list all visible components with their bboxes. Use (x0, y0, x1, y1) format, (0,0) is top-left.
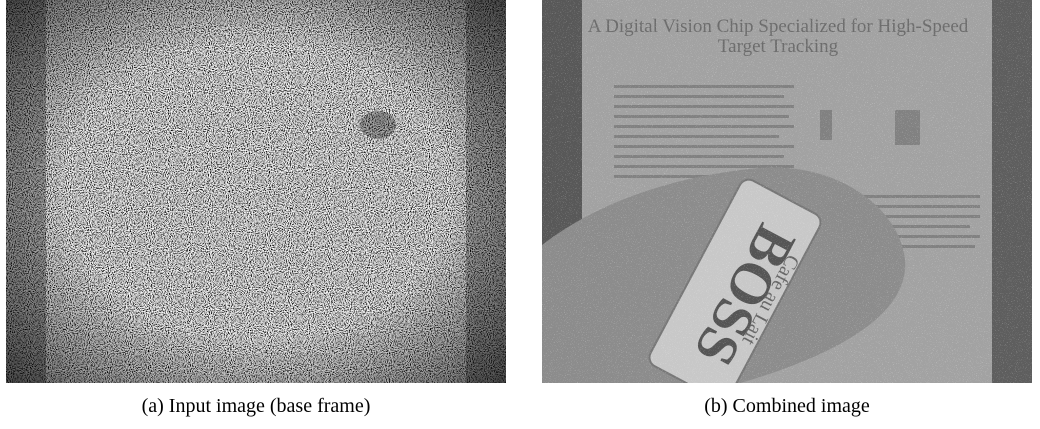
caption: (b) Combined image (704, 395, 870, 417)
input-image (6, 0, 506, 383)
caption: (a) Input image (base frame) (142, 395, 371, 417)
figure: (a) Input image (base frame) A Digital V… (0, 0, 1040, 429)
combined-image: A Digital Vision Chip Specialized for Hi… (542, 0, 1032, 405)
page: (a) Input image (base frame) A Digital V… (0, 0, 1040, 429)
